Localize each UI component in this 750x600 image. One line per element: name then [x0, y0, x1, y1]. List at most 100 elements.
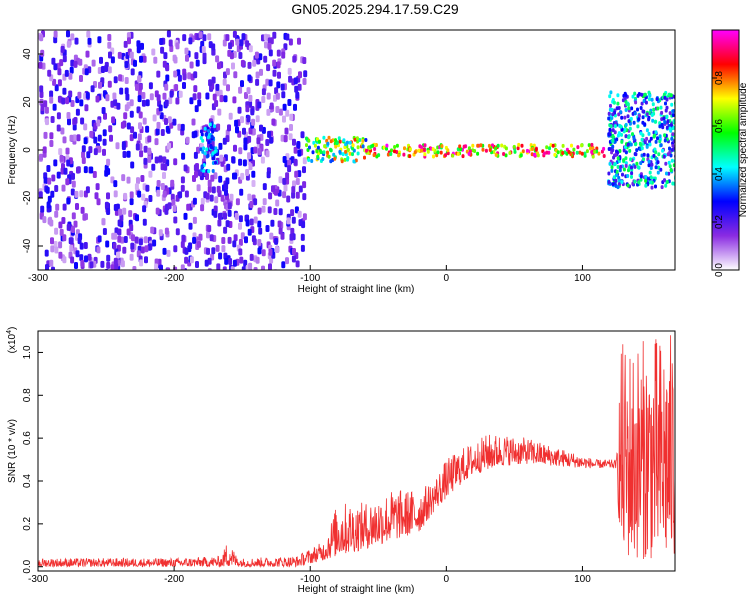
heatmap-cell — [576, 145, 580, 150]
heatmap-cell — [200, 132, 204, 137]
heatmap-cell — [249, 253, 254, 261]
heatmap-cell — [238, 158, 243, 166]
heatmap-cell — [49, 96, 54, 104]
heatmap-cell — [57, 79, 62, 87]
heatmap-cell — [229, 52, 234, 60]
heatmap-cell — [60, 45, 65, 53]
heatmap-cell — [633, 164, 637, 169]
heatmap-cell — [643, 122, 647, 127]
heatmap-cell — [288, 75, 293, 83]
heatmap-cell — [319, 150, 323, 155]
heatmap-cell — [248, 45, 253, 53]
heatmap-cell — [54, 210, 59, 218]
heatmap-cell — [188, 242, 193, 250]
heatmap-cell — [230, 266, 235, 270]
heatmap-cell — [211, 169, 215, 173]
heatmap-cell — [126, 150, 131, 158]
heatmap-cell — [627, 135, 631, 140]
heatmap-cell — [124, 104, 129, 112]
heatmap-cell — [355, 136, 359, 141]
spectrogram-y-tick-label: 0 — [22, 147, 33, 153]
heatmap-cell — [329, 147, 332, 152]
heatmap-cell — [520, 143, 524, 148]
heatmap-cell — [66, 223, 71, 231]
heatmap-cell — [49, 90, 54, 98]
heatmap-cell — [138, 83, 143, 91]
heatmap-cell — [106, 168, 111, 175]
heatmap-cell — [608, 107, 612, 112]
heatmap-cell — [512, 144, 516, 149]
heatmap-cell — [136, 46, 141, 54]
heatmap-cell — [104, 65, 109, 72]
heatmap-cell — [669, 153, 673, 158]
heatmap-cell — [257, 220, 262, 228]
heatmap-cell — [138, 238, 143, 246]
heatmap-cell — [62, 203, 67, 211]
heatmap-cell — [99, 56, 103, 64]
heatmap-cell — [253, 198, 258, 206]
heatmap-cell — [227, 236, 232, 244]
heatmap-cell — [583, 151, 587, 156]
heatmap-cell — [211, 247, 216, 255]
heatmap-cell — [172, 118, 177, 126]
heatmap-cell — [245, 219, 250, 227]
heatmap-cell — [177, 74, 182, 82]
heatmap-cell — [73, 220, 78, 228]
heatmap-cell — [108, 125, 113, 133]
heatmap-cell — [223, 212, 227, 220]
heatmap-cell — [645, 112, 649, 117]
heatmap-cell — [97, 145, 102, 153]
heatmap-cell — [222, 266, 227, 270]
heatmap-cell — [124, 87, 129, 95]
heatmap-cell — [487, 143, 491, 148]
heatmap-cell — [467, 151, 471, 156]
heatmap-cell — [137, 133, 142, 141]
heatmap-cell — [479, 143, 483, 148]
heatmap-cell — [338, 139, 342, 144]
heatmap-cell — [57, 95, 62, 103]
heatmap-cell — [216, 123, 221, 131]
heatmap-cell — [206, 153, 210, 158]
heatmap-cell — [147, 147, 152, 155]
heatmap-cell — [70, 256, 75, 264]
heatmap-cell — [545, 150, 549, 155]
heatmap-cell — [629, 142, 633, 147]
heatmap-cell — [132, 266, 137, 270]
heatmap-cell — [106, 158, 111, 166]
heatmap-cell — [278, 176, 283, 184]
heatmap-cell — [637, 92, 641, 96]
heatmap-cell — [647, 117, 651, 122]
heatmap-cell — [141, 193, 146, 201]
heatmap-cell — [267, 130, 272, 138]
heatmap-cell — [268, 248, 273, 256]
heatmap-cell — [62, 136, 67, 144]
heatmap-cell — [163, 163, 168, 171]
heatmap-cell — [100, 66, 105, 73]
heatmap-cell — [78, 58, 83, 66]
heatmap-cell — [65, 178, 70, 186]
heatmap-cell — [663, 120, 667, 125]
heatmap-cell — [81, 151, 86, 159]
heatmap-cell — [285, 33, 290, 41]
heatmap-cell — [116, 102, 121, 110]
heatmap-cell — [534, 147, 538, 152]
heatmap-cell — [663, 178, 666, 183]
heatmap-cell — [307, 158, 311, 162]
heatmap-cell — [672, 119, 675, 124]
heatmap-cell — [266, 92, 271, 100]
heatmap-cell — [268, 263, 272, 270]
heatmap-cell — [248, 94, 253, 102]
heatmap-cell — [53, 159, 58, 167]
heatmap-cell — [88, 146, 93, 154]
heatmap-cell — [219, 154, 224, 162]
heatmap-cell — [69, 237, 74, 245]
heatmap-cell — [346, 147, 350, 152]
heatmap-cell — [267, 37, 272, 45]
heatmap-cell — [632, 120, 636, 125]
heatmap-cell — [185, 136, 190, 144]
heatmap-cell — [620, 180, 624, 184]
heatmap-cell — [164, 118, 168, 125]
snr-y-ticks: 0.0 0.2 0.4 0.6 0.8 1.0 — [22, 345, 43, 574]
heatmap-cell — [624, 108, 628, 112]
heatmap-cell — [645, 136, 649, 141]
